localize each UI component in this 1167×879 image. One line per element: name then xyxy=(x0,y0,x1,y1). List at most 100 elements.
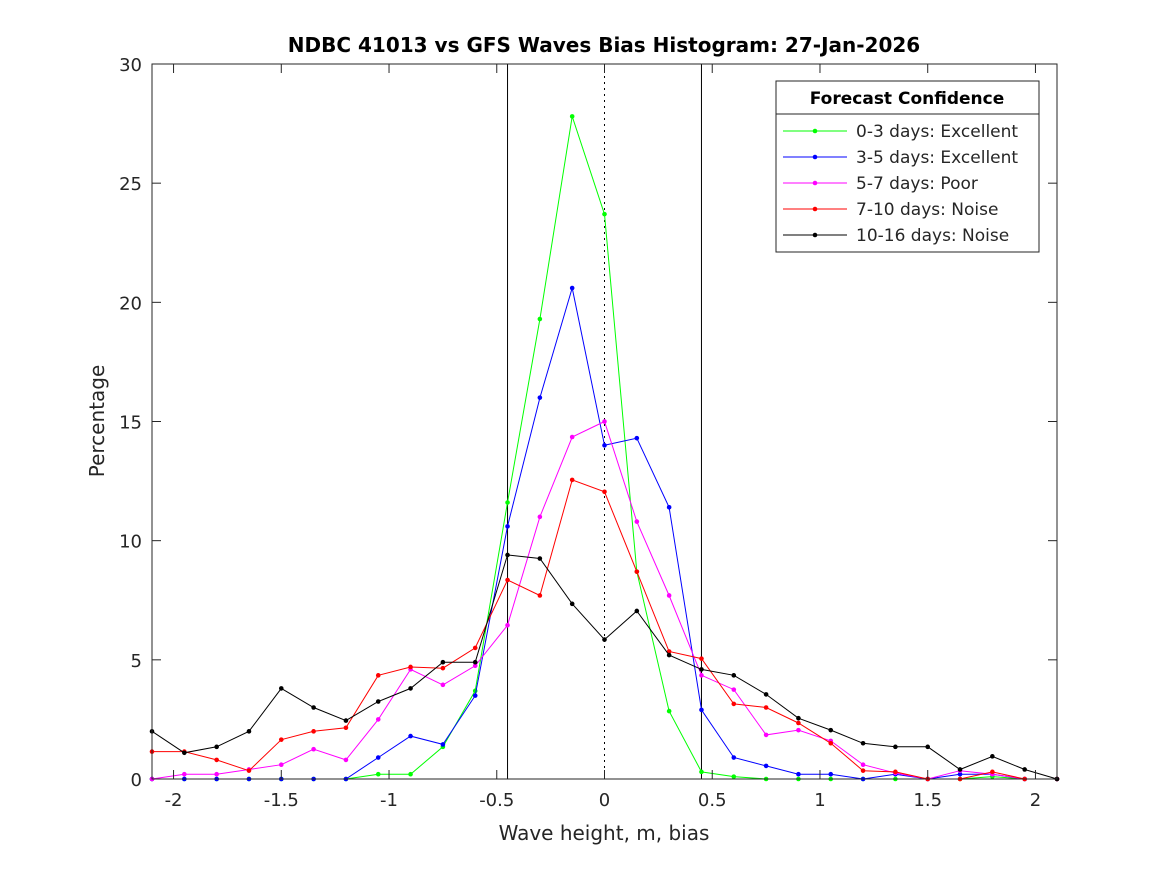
series-0-point xyxy=(699,769,704,775)
series-3-point xyxy=(699,656,704,661)
series-4-point xyxy=(990,754,995,759)
series-2-point xyxy=(537,514,543,520)
series-3-point xyxy=(860,768,866,773)
series-3-point xyxy=(990,769,995,775)
series-2-point xyxy=(796,727,801,733)
legend-title: Forecast Confidence xyxy=(810,89,1005,109)
series-0-point xyxy=(537,316,543,322)
series-3-point xyxy=(246,768,252,773)
x-tick-label: 2 xyxy=(1030,790,1041,811)
series-3-point xyxy=(343,725,349,731)
series-1-point xyxy=(634,435,640,441)
series-2-point xyxy=(375,717,381,722)
y-tick-label: 5 xyxy=(131,651,142,672)
series-2-point xyxy=(731,687,737,692)
series-0-point xyxy=(505,500,510,505)
series-4-point xyxy=(666,652,672,658)
series-2-point xyxy=(343,757,349,763)
series-3-point xyxy=(893,769,898,775)
series-4-point xyxy=(731,673,737,678)
series-4-point xyxy=(472,659,478,665)
legend-entry-1: 3-5 days: Excellent xyxy=(856,148,1018,168)
series-3-point xyxy=(634,569,640,574)
series-3-point xyxy=(311,729,316,734)
series-3-point xyxy=(472,645,478,651)
y-tick-label: 10 xyxy=(119,532,142,553)
series-0-point xyxy=(375,771,381,777)
y-tick-label: 15 xyxy=(119,413,142,434)
series-4-point xyxy=(893,744,898,750)
series-4-point xyxy=(796,715,801,721)
series-4-point xyxy=(860,740,866,746)
series-4-point xyxy=(408,686,413,691)
series-2-point xyxy=(602,419,607,424)
series-4-point xyxy=(763,692,769,697)
series-4-point xyxy=(311,705,316,710)
legend-entry-0: 0-3 days: Excellent xyxy=(856,122,1018,142)
y-axis-label: Percentage xyxy=(85,365,109,478)
legend-entry-2: 5-7 days: Poor xyxy=(856,174,978,194)
x-tick-label: -2 xyxy=(165,790,183,811)
series-1-point xyxy=(828,771,834,777)
series-3-point xyxy=(505,577,510,583)
x-tick-label: -1.5 xyxy=(264,790,299,811)
x-tick-label: -1 xyxy=(380,790,398,811)
series-4-point xyxy=(957,767,963,772)
series-2-point xyxy=(634,519,640,524)
legend-entry-3: 7-10 days: Noise xyxy=(856,200,998,220)
series-4-point xyxy=(925,744,931,750)
series-4-point xyxy=(375,699,381,704)
chart-title: NDBC 41013 vs GFS Waves Bias Histogram: … xyxy=(288,33,920,57)
series-0-point xyxy=(666,708,672,714)
series-1-point xyxy=(731,755,737,760)
legend-marker-2 xyxy=(812,180,818,186)
series-4-point xyxy=(246,729,252,734)
series-3-point xyxy=(375,673,381,678)
x-tick-label: 0.5 xyxy=(698,790,727,811)
series-2-point xyxy=(214,771,219,777)
x-tick-label: 1 xyxy=(814,790,825,811)
series-1-point xyxy=(666,505,672,510)
series-1-point xyxy=(699,707,704,713)
series-4-point xyxy=(537,556,543,561)
series-1-point xyxy=(763,763,769,769)
series-3-point xyxy=(569,477,575,483)
series-4-point xyxy=(182,750,187,756)
series-0-point xyxy=(731,774,737,779)
series-4-point xyxy=(569,601,575,607)
series-4-point xyxy=(343,718,349,723)
series-3-point xyxy=(408,664,413,670)
series-2-point xyxy=(278,762,284,767)
y-tick-label: 20 xyxy=(119,293,142,314)
series-3-point xyxy=(278,737,284,742)
series-4-point xyxy=(602,637,607,642)
series-3-point xyxy=(666,649,672,654)
y-tick-label: 25 xyxy=(119,174,142,195)
series-3-point xyxy=(537,593,543,598)
legend-marker-3 xyxy=(812,206,818,212)
legend-marker-0 xyxy=(812,128,818,134)
series-2-point xyxy=(569,434,575,440)
y-tick-label: 30 xyxy=(119,55,142,76)
series-1-point xyxy=(602,443,607,448)
series-1-point xyxy=(796,771,801,777)
series-2-point xyxy=(666,593,672,598)
series-1-point xyxy=(569,285,575,291)
series-1-point xyxy=(537,395,543,400)
series-1-point xyxy=(957,771,963,777)
series-0-point xyxy=(408,771,413,777)
series-2-point xyxy=(182,771,187,777)
x-tick-label: -0.5 xyxy=(479,790,514,811)
legend-entry-4: 10-16 days: Noise xyxy=(856,226,1009,246)
series-3-point xyxy=(796,720,801,726)
series-4-point xyxy=(1022,767,1027,772)
series-1-point xyxy=(505,524,510,529)
legend-box xyxy=(775,80,1040,253)
legend: Forecast Confidence 0-3 days: Excellent 3… xyxy=(775,80,1040,253)
series-4-point xyxy=(278,686,284,691)
series-1-point xyxy=(472,693,478,698)
series-4-point xyxy=(634,608,640,614)
series-3-point xyxy=(828,740,834,746)
x-tick-label: 1.5 xyxy=(913,790,942,811)
series-4-point xyxy=(214,744,219,750)
